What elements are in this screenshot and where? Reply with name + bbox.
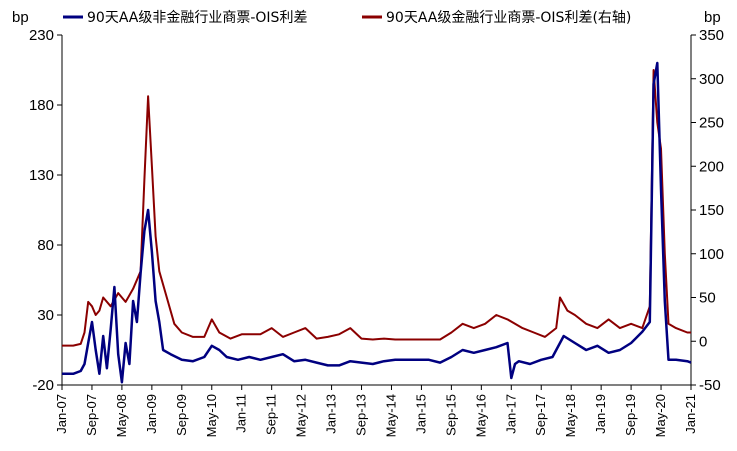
- x-tick-label: Sep-13: [354, 394, 369, 436]
- right-tick-label: 200: [699, 158, 724, 175]
- left-axis-unit: bp: [12, 9, 29, 26]
- x-tick-label: May-18: [563, 394, 578, 437]
- left-tick-label: -20: [32, 377, 54, 394]
- x-tick-label: Jan-11: [234, 394, 249, 433]
- right-tick-label: 150: [699, 202, 724, 219]
- x-tick-label: May-14: [383, 394, 398, 437]
- right-tick-label: 300: [699, 71, 724, 88]
- series-line-nonfinancial: [62, 61, 692, 384]
- x-tick-label: Jan-19: [593, 394, 608, 434]
- x-tick-label: Jan-21: [683, 394, 698, 434]
- x-tick-label: May-10: [204, 394, 219, 437]
- x-tick-label: May-16: [473, 394, 488, 437]
- x-tick-label: Sep-15: [443, 394, 458, 436]
- left-tick-label: 230: [29, 27, 54, 44]
- series-layer: [62, 61, 692, 384]
- x-tick-label: Jan-09: [144, 394, 159, 434]
- x-tick-label: Jan-07: [54, 394, 69, 434]
- x-tick-label: May-12: [294, 394, 309, 437]
- x-tick-label: Jan-15: [413, 394, 428, 434]
- right-tick-label: 50: [699, 290, 716, 307]
- legend-item-financial: 90天AA级金融行业商票-OIS利差(右轴): [362, 10, 631, 26]
- x-tick-label: Sep-19: [623, 394, 638, 436]
- left-tick-label: 130: [29, 167, 54, 184]
- legend-item-nonfinancial: 90天AA级非金融行业商票-OIS利差: [63, 10, 307, 26]
- x-tick-label: May-20: [653, 394, 668, 437]
- x-tick-label: Sep-17: [533, 394, 548, 436]
- right-tick-label: 0: [699, 333, 707, 350]
- right-tick-label: -50: [699, 377, 721, 394]
- left-tick-label: 180: [29, 97, 54, 114]
- left-tick-label: 80: [37, 237, 54, 254]
- x-tick-label: Sep-11: [264, 394, 279, 435]
- left-tick-label: 30: [37, 307, 54, 324]
- x-tick-label: Jan-17: [503, 394, 518, 434]
- legend: 90天AA级非金融行业商票-OIS利差 90天AA级金融行业商票-OIS利差(右轴…: [63, 10, 631, 26]
- series-line-financial: [62, 69, 691, 347]
- x-tick-label: May-08: [114, 394, 129, 437]
- right-axis-unit: bp: [704, 9, 721, 26]
- right-tick-label: 100: [699, 246, 724, 263]
- right-tick-label: 350: [699, 27, 724, 44]
- legend-label: 90天AA级非金融行业商票-OIS利差: [87, 10, 307, 26]
- x-tick-label: Sep-07: [84, 394, 99, 436]
- right-tick-label: 250: [699, 115, 724, 132]
- x-tick-label: Sep-09: [174, 394, 189, 436]
- x-tick-label: Jan-13: [324, 394, 339, 434]
- legend-label: 90天AA级金融行业商票-OIS利差(右轴): [386, 10, 631, 26]
- x-axis: Jan-07 Sep-07 May-08 Jan-09 Sep-09 May-10 Jan-…: [54, 384, 698, 437]
